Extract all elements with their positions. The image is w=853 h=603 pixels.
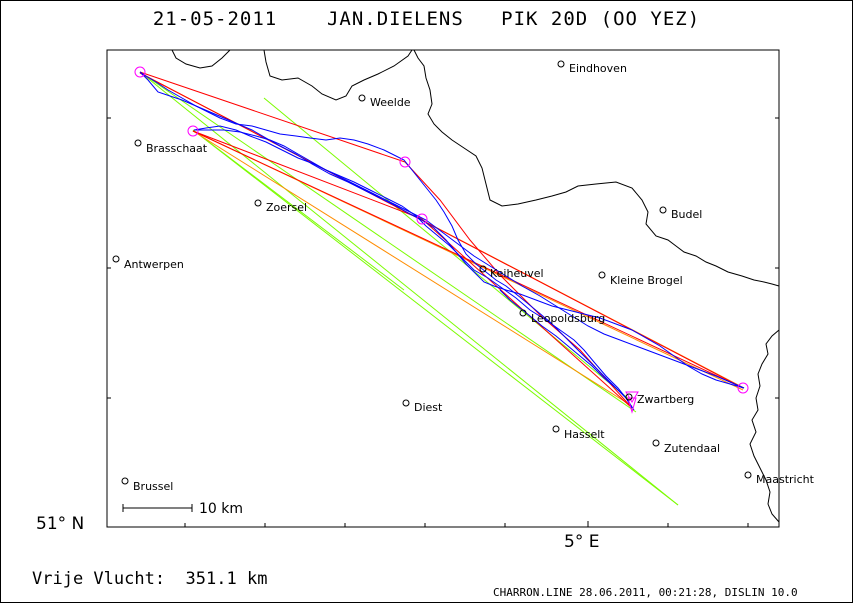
svg-text:Brasschaat: Brasschaat — [146, 142, 208, 155]
svg-text:Eindhoven: Eindhoven — [569, 62, 627, 75]
footer-info: CHARRON.LINE 28.06.2011, 00:21:28, DISLI… — [493, 586, 798, 599]
glider-name: PIK 20D (OO YEZ) — [501, 8, 701, 30]
svg-text:Zwartberg: Zwartberg — [637, 393, 694, 406]
city-layer: Eindhoven Weelde Brasschaat Zoersel Bude… — [112, 60, 815, 493]
distance-value: 351.1 km — [185, 569, 268, 589]
city-hasselt: Hasselt — [552, 425, 605, 441]
svg-text:Diest: Diest — [414, 401, 443, 414]
svg-text:Keiheuvel: Keiheuvel — [490, 267, 544, 280]
turnpoint-marker — [399, 156, 411, 168]
city-weelde: Weelde — [358, 94, 411, 109]
country-border — [171, 49, 780, 523]
svg-text:Zoersel: Zoersel — [266, 201, 307, 214]
city-antwerpen: Antwerpen — [112, 255, 184, 271]
svg-text:Kleine Brogel: Kleine Brogel — [610, 274, 683, 287]
turnpoint-marker — [134, 66, 146, 78]
city-diest: Diest — [402, 399, 443, 414]
turnpoint-marker — [737, 382, 749, 394]
city-brasschaat: Brasschaat — [134, 139, 208, 155]
svg-text:Zutendaal: Zutendaal — [664, 442, 720, 455]
city-zwartberg: Zwartberg — [625, 393, 694, 406]
svg-text:Antwerpen: Antwerpen — [124, 258, 184, 271]
city-keiheuvel: Keiheuvel — [479, 265, 544, 280]
city-zutendaal: Zutendaal — [652, 439, 720, 455]
svg-text:Maastricht: Maastricht — [756, 473, 815, 486]
scale-label: 10 km — [199, 501, 243, 517]
svg-text:Brussel: Brussel — [133, 480, 173, 493]
city-maastricht: Maastricht — [744, 471, 815, 486]
page-title: 21-05-2011 JAN.DIELENS PIK 20D (OO YEZ) — [0, 8, 853, 30]
sector-lines — [139, 71, 679, 506]
distance-label: Vrije Vlucht: — [32, 569, 166, 589]
scale-bar: 10 km — [122, 501, 243, 517]
pilot-name: JAN.DIELENS — [326, 8, 464, 30]
city-brussel: Brussel — [121, 477, 173, 493]
svg-text:Budel: Budel — [671, 208, 702, 221]
svg-text:Hasselt: Hasselt — [564, 428, 605, 441]
svg-text:Weelde: Weelde — [370, 96, 411, 109]
turnpoint-marker — [187, 125, 199, 137]
gps-track — [139, 71, 745, 411]
city-eindhoven: Eindhoven — [557, 60, 627, 75]
city-zoersel: Zoersel — [254, 199, 307, 214]
turnpoint-markers — [134, 66, 749, 414]
flight-date: 21-05-2011 — [152, 8, 278, 30]
axis-ticks — [107, 117, 779, 527]
city-leopoldsburg: Leopoldsburg — [519, 309, 605, 325]
turnpoint-marker — [416, 213, 428, 225]
flight-distance: Vrije Vlucht: 351.1 km — [32, 569, 267, 589]
city-budel: Budel — [659, 206, 702, 221]
longitude-label: 5° E — [564, 532, 600, 552]
svg-text:Leopoldsburg: Leopoldsburg — [531, 312, 605, 325]
map-frame — [106, 49, 780, 528]
latitude-label: 51° N — [36, 514, 85, 534]
city-kleine-brogel: Kleine Brogel — [598, 271, 683, 287]
